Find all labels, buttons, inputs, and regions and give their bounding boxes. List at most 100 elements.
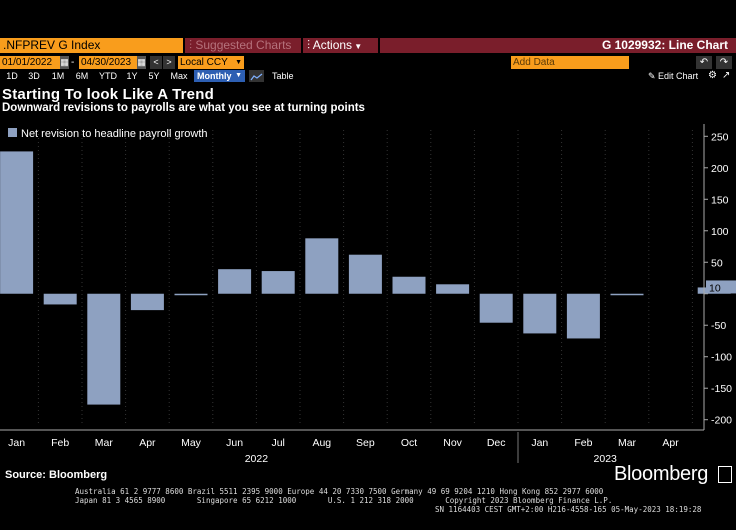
x-tick-label: Dec	[487, 437, 506, 449]
prev-arrow-icon[interactable]: <	[150, 56, 162, 69]
y-tick-label: 100	[711, 226, 729, 238]
ticker-field[interactable]: .NFPREV G Index	[0, 38, 183, 53]
frequency-label: Monthly	[197, 71, 232, 81]
date-toolbar: 01/01/2022 ▦ - 04/30/2023 ▦ < > Local CC…	[0, 56, 736, 69]
currency-select[interactable]: Local CCY ▼	[178, 56, 244, 69]
y-tick-label: -200	[711, 415, 732, 427]
bar-aug-8	[305, 238, 339, 294]
range-ytd[interactable]: YTD	[99, 71, 117, 81]
x-tick-label: Aug	[312, 437, 331, 449]
redo-icon[interactable]: ↷	[716, 56, 732, 69]
x-tick-label: Jun	[226, 437, 243, 449]
range-6m[interactable]: 6M	[75, 71, 89, 81]
footer-contacts-line1: Australia 61 2 9777 8600 Brazil 5511 239…	[75, 487, 604, 496]
suggested-charts-icon: ⫶	[189, 38, 196, 52]
range-max[interactable]: Max	[170, 71, 188, 81]
legend-swatch	[8, 128, 17, 137]
bar-jul-7	[261, 271, 295, 294]
actions-label: Actions	[312, 38, 353, 52]
bar-feb-14	[566, 293, 600, 339]
y-tick-label: 150	[711, 194, 729, 206]
bar-series	[0, 151, 731, 405]
chevron-down-icon: ▼	[235, 72, 242, 79]
y-tick-label: -50	[711, 320, 726, 332]
x-tick-label: Apr	[662, 437, 679, 449]
line-chart-icon[interactable]	[249, 70, 264, 82]
range-1d[interactable]: 1D	[6, 71, 18, 81]
range-3d[interactable]: 3D	[28, 71, 40, 81]
actions-icon: ⫶	[307, 38, 313, 52]
edit-chart-button[interactable]: ✎ Edit Chart	[648, 70, 708, 82]
y-tick-label: -150	[711, 383, 732, 395]
range-1y[interactable]: 1Y	[126, 71, 138, 81]
x-tick-label: Mar	[618, 437, 637, 449]
undo-icon[interactable]: ↶	[696, 56, 712, 69]
bar-feb-2	[43, 293, 77, 305]
actions-menu-button[interactable]: ⫶ Actions ▼	[303, 38, 378, 53]
range-toolbar: 1D 3D 1M 6M YTD 1Y 5Y Max Monthly ▼ Table…	[0, 70, 736, 82]
pencil-icon: ✎	[648, 71, 659, 81]
chevron-down-icon: ▼	[235, 59, 242, 66]
bar-jan-13	[523, 293, 557, 334]
x-tick-label: Nov	[443, 437, 462, 449]
expand-icon[interactable]: ↗	[722, 70, 731, 81]
x-tick-label: Jan	[531, 437, 548, 449]
start-date-input[interactable]: 01/01/2022	[0, 56, 60, 69]
x-tick-label: May	[181, 437, 202, 449]
end-date-input[interactable]: 04/30/2023	[79, 56, 137, 69]
bar-dec-12	[479, 293, 513, 323]
x-tick-label: Mar	[95, 437, 114, 449]
bloomberg-logo-icon	[718, 466, 732, 483]
bar-sep-9	[348, 254, 382, 294]
bar-may-5	[174, 293, 208, 296]
table-button[interactable]: Table	[272, 71, 294, 81]
x-tick-label: Sep	[356, 437, 375, 449]
footer-serial-line: SN 1164403 CEST GMT+2:00 H216-4558-165 0…	[435, 505, 702, 514]
x-tick-label: Apr	[139, 437, 156, 449]
next-arrow-icon[interactable]: >	[163, 56, 175, 69]
edit-chart-label: Edit Chart	[658, 71, 699, 81]
bloomberg-logo: Bloomberg	[614, 463, 709, 485]
x-tick-label: Jul	[271, 437, 284, 449]
x-tick-label: Jan	[8, 437, 25, 449]
legend: Net revision to headline payroll growth	[8, 128, 208, 140]
add-data-input[interactable]: Add Data	[511, 56, 629, 69]
range-1m[interactable]: 1M	[51, 71, 65, 81]
bar-oct-10	[392, 276, 426, 294]
suggested-charts-label: Suggested Charts	[195, 38, 292, 52]
bar-chart: 250 200 150 100 50 -50 -100 -150 -200 10 Jan Feb Ma…	[0, 124, 736, 463]
chart-title: Starting To look Like A Trend	[2, 86, 214, 103]
bar-jan-1	[0, 151, 34, 294]
bar-jun-6	[218, 269, 252, 294]
currency-label: Local CCY	[180, 57, 228, 68]
bar-mar-3	[87, 293, 121, 405]
x-tick-label: Oct	[401, 437, 417, 449]
top-toolbar: .NFPREV G Index ⫶ Suggested Charts ⫶ Act…	[0, 38, 736, 53]
y-tick-label: 200	[711, 163, 729, 175]
gear-icon[interactable]: ⚙	[708, 70, 717, 81]
y-tick-label: 250	[711, 131, 729, 143]
year-label: 2022	[245, 453, 269, 463]
bar-mar-15	[610, 293, 644, 296]
y-axis: 250 200 150 100 50 -50 -100 -150 -200 10	[703, 124, 736, 430]
source-note: Source: Bloomberg	[5, 469, 108, 481]
chart-id-title: G 1029932: Line Chart	[380, 38, 736, 53]
chevron-down-icon: ▼	[352, 42, 363, 51]
frequency-select[interactable]: Monthly ▼	[194, 70, 245, 82]
footer-contacts-line2: Japan 81 3 4565 8900 Singapore 65 6212 1…	[75, 496, 613, 505]
x-tick-label: Feb	[574, 437, 592, 449]
last-value-box	[706, 280, 736, 294]
legend-label: Net revision to headline payroll growth	[21, 128, 208, 140]
bar-apr-4	[130, 293, 164, 311]
year-label: 2023	[594, 453, 618, 463]
grid-lines	[37, 130, 693, 426]
calendar-icon[interactable]: ▦	[60, 56, 69, 69]
y-tick-label: 50	[711, 257, 723, 269]
calendar-icon[interactable]: ▦	[137, 56, 146, 69]
y-tick-label: -100	[711, 352, 732, 364]
x-tick-label: Feb	[51, 437, 69, 449]
range-5y[interactable]: 5Y	[148, 71, 160, 81]
last-value-label: 10	[709, 282, 721, 294]
date-separator: -	[71, 57, 75, 68]
suggested-charts-button[interactable]: ⫶ Suggested Charts	[185, 38, 301, 53]
